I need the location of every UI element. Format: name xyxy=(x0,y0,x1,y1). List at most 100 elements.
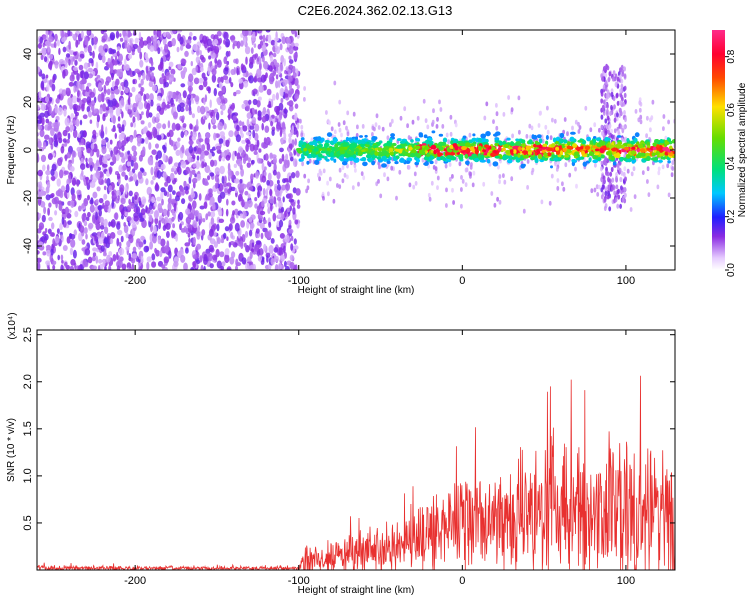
spectrogram-cell xyxy=(94,235,97,242)
spectrogram-cell xyxy=(208,188,213,195)
spectrogram-cell xyxy=(300,124,304,130)
spectrogram-cell xyxy=(79,119,83,126)
spectrogram-cell xyxy=(109,112,114,118)
spectrogram-cell xyxy=(135,206,141,215)
spectrogram-cell xyxy=(132,43,139,50)
spectrogram-cell xyxy=(168,250,172,259)
spectrogram-cell xyxy=(72,56,76,62)
spectrogram-cell xyxy=(606,151,612,156)
spectrogram-cell xyxy=(179,36,184,45)
spectrogram-cell xyxy=(38,71,42,76)
spectrogram-cell xyxy=(273,163,277,172)
spectrogram-cell xyxy=(268,245,274,254)
spectrogram-cell xyxy=(462,135,467,139)
spectrogram-cell xyxy=(497,146,502,152)
spectrogram-cell xyxy=(347,137,353,142)
spectrogram-cell xyxy=(122,30,126,37)
spectrogram-cell xyxy=(294,138,298,146)
spectrogram-cell xyxy=(333,80,337,86)
spectrogram-cell xyxy=(257,110,262,117)
spectrogram-cell xyxy=(145,205,148,213)
spectrogram-cell xyxy=(620,185,623,191)
spectrogram-cell xyxy=(594,155,599,159)
spectrogram-cell xyxy=(386,176,390,182)
spectrogram-cell xyxy=(277,69,281,76)
spectrogram-cell xyxy=(638,107,642,113)
spectrogram-cell xyxy=(512,149,517,154)
spectrogram-cell xyxy=(259,210,266,216)
spectrogram-cell xyxy=(286,207,290,213)
spectrogram-cell xyxy=(647,192,651,198)
spectrogram-cell xyxy=(241,199,245,208)
spectrogram-cell xyxy=(615,152,621,159)
spectrogram-cell xyxy=(118,103,122,108)
spectrogram-cell xyxy=(216,59,222,68)
spectrogram-cell xyxy=(413,171,417,177)
spectrogram-cell xyxy=(407,165,411,170)
spectrogram-cell xyxy=(216,30,222,37)
spectrogram-cell xyxy=(39,129,45,138)
spectrogram-cell xyxy=(593,136,597,139)
spectrogram-cell xyxy=(133,150,138,157)
spectrogram-cell xyxy=(535,141,541,146)
spectrogram-cell xyxy=(43,206,47,215)
spectrogram-cell xyxy=(97,82,103,91)
spectrogram-cell xyxy=(255,228,260,234)
spectrogram-cell xyxy=(448,162,452,167)
spectrogram-cell xyxy=(175,195,180,202)
spectrogram-cell xyxy=(290,235,294,241)
spectrogram-cell xyxy=(146,36,152,45)
spectrogram-cell xyxy=(38,181,43,190)
spectrogram-cell xyxy=(42,141,47,150)
spectrogram-cell xyxy=(607,129,610,135)
spectrogram-cell xyxy=(619,203,622,209)
spectrogram-cell xyxy=(274,62,280,68)
spectrogram-cell xyxy=(479,159,486,163)
spectrogram-cell xyxy=(255,240,262,245)
spectrogram-cell xyxy=(148,142,152,150)
spectrogram-cell xyxy=(117,195,120,202)
spectrogram-cell xyxy=(166,209,170,218)
spectrogram-cell xyxy=(223,123,227,130)
spectrogram-cell xyxy=(95,255,99,264)
spectrogram-cell xyxy=(78,205,82,212)
spectrogram-cell xyxy=(324,156,328,161)
spectrogram-cell xyxy=(111,98,117,107)
spectrogram-cell xyxy=(577,129,581,134)
spectrogram-cell xyxy=(343,153,350,158)
spectrogram-cell xyxy=(67,220,72,225)
spectrogram-cell xyxy=(342,161,348,166)
spectrogram-cell xyxy=(209,211,216,218)
spectrogram-cell xyxy=(76,73,80,81)
spectrogram-cell xyxy=(604,136,609,142)
spectrogram-cell xyxy=(226,60,230,66)
spectrogram-cell xyxy=(220,238,225,244)
spectrogram-cell xyxy=(90,143,95,150)
spectrogram-cell xyxy=(576,146,581,152)
spectrogram-cell xyxy=(280,206,285,213)
spectrogram-cell xyxy=(436,156,442,161)
spectrogram-cell xyxy=(266,88,272,96)
spectrogram-cell xyxy=(118,247,125,256)
spectrogram-cell xyxy=(621,96,624,102)
spectrogram-cell xyxy=(303,97,306,102)
spectrogram-cell xyxy=(218,155,222,162)
spectrogram-cell xyxy=(359,135,363,138)
spectrogram-cell xyxy=(478,145,482,151)
spectrogram-cell xyxy=(613,104,616,110)
spectrogram-cell xyxy=(298,142,303,148)
spectrogram-cell xyxy=(246,162,251,168)
spectrogram-cell xyxy=(601,76,605,82)
spectrogram-cell xyxy=(451,174,454,179)
spectrogram-cell xyxy=(649,127,652,133)
spectrogram-cell xyxy=(118,68,124,78)
spectrogram-cell xyxy=(62,46,67,53)
spectrogram-cell xyxy=(185,166,190,175)
spectrogram-cell xyxy=(68,40,71,50)
spectrogram-cell xyxy=(245,105,250,112)
spectrogram-cell xyxy=(50,193,55,198)
spectrogram-cell xyxy=(59,58,65,65)
spectrogram-cell xyxy=(202,80,208,88)
spectrogram-cell xyxy=(616,100,620,106)
spectrogram-cell xyxy=(452,200,455,205)
